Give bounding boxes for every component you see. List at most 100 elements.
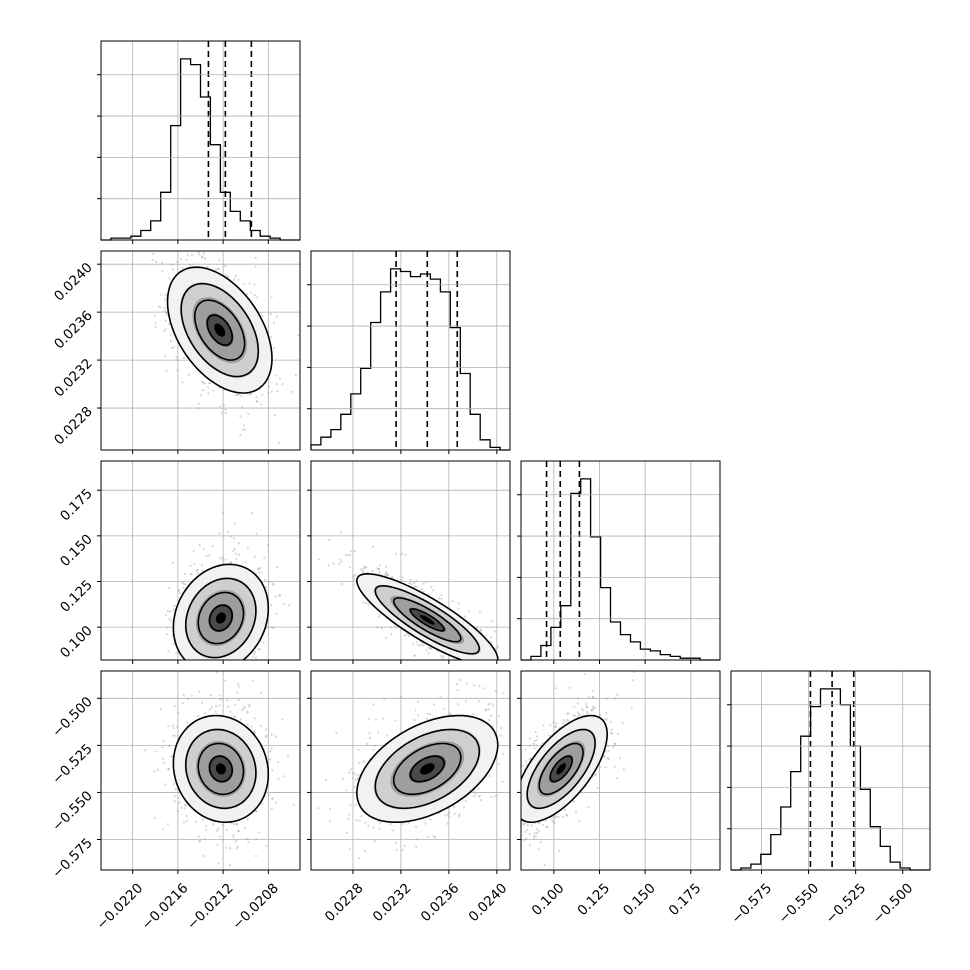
sample-point [203, 838, 206, 841]
sample-point [544, 819, 547, 822]
sample-point [273, 414, 276, 417]
sample-point [185, 672, 187, 674]
sample-point [328, 820, 331, 823]
sample-point [415, 838, 418, 841]
sample-point [420, 588, 423, 591]
sample-point [340, 560, 343, 563]
sample-point [166, 626, 169, 629]
sample-point [465, 682, 468, 685]
sample-point [252, 655, 255, 659]
sample-point [253, 717, 256, 720]
sample-point [246, 675, 248, 677]
sample-point [427, 646, 430, 649]
sample-point [212, 823, 215, 826]
sample-point [248, 282, 251, 285]
sample-point [292, 803, 295, 806]
sample-point [476, 627, 479, 630]
sample-point [171, 755, 174, 759]
sample-point [255, 296, 258, 299]
sample-point [502, 692, 505, 695]
sample-point [238, 393, 241, 396]
sample-point [224, 679, 227, 682]
contour-line-4 [208, 604, 234, 632]
sample-point [158, 677, 160, 679]
sample-point [200, 256, 203, 259]
sample-point [164, 298, 167, 301]
sample-point [234, 552, 237, 555]
sample-point [179, 225, 181, 227]
sample-point [172, 782, 175, 786]
sample-point [358, 819, 361, 822]
sample-point [219, 698, 222, 701]
sample-point [413, 654, 416, 657]
sample-point [190, 573, 193, 576]
sample-point [478, 685, 481, 688]
sample-point [159, 293, 162, 296]
sample-point [270, 747, 273, 750]
sample-point [195, 666, 197, 668]
sample-point [477, 667, 479, 669]
sample-point [429, 818, 432, 821]
sample-point [515, 805, 517, 807]
sample-point [246, 818, 249, 821]
sample-point [201, 255, 204, 258]
sample-point [181, 381, 184, 384]
sample-point [523, 688, 525, 690]
sample-point [143, 749, 146, 752]
sample-point [275, 612, 278, 615]
sample-point [367, 603, 370, 606]
sample-point [257, 831, 260, 834]
sample-point [494, 665, 496, 667]
sample-point [362, 760, 366, 763]
sample-point [200, 667, 202, 669]
sample-point [593, 706, 596, 710]
sample-point [378, 568, 381, 571]
sample-point [269, 312, 273, 316]
sample-point [229, 710, 232, 714]
sample-point [467, 675, 469, 677]
sample-point [291, 390, 294, 393]
sample-point [198, 544, 201, 547]
sample-point [377, 731, 380, 734]
sample-point [183, 807, 186, 810]
sample-point [415, 585, 418, 588]
sample-point [171, 561, 175, 564]
sample-point [494, 647, 497, 650]
sample-point [184, 804, 187, 807]
sample-point [362, 601, 365, 604]
sample-point [154, 246, 156, 248]
sample-point [218, 694, 221, 697]
sample-point [204, 824, 207, 827]
sample-point [436, 665, 438, 667]
sample-point [254, 656, 258, 659]
sample-point [576, 702, 579, 705]
sample-point [416, 714, 420, 717]
sample-point [401, 576, 404, 579]
sample-point [487, 703, 490, 706]
sample-point [530, 824, 533, 827]
sample-point [414, 585, 417, 588]
sample-point [479, 629, 482, 632]
sample-point [484, 668, 486, 670]
sample-point [351, 777, 354, 780]
sample-point [413, 581, 416, 585]
sample-point [537, 848, 540, 851]
sample-point [267, 385, 270, 388]
sample-point [172, 609, 175, 612]
sample-point [163, 307, 166, 310]
sample-point [144, 247, 146, 249]
sample-point [282, 775, 285, 778]
sample-point [232, 549, 235, 553]
sample-point [378, 822, 382, 825]
contour-line-1 [355, 714, 499, 823]
sample-point [457, 703, 460, 706]
sample-point [502, 752, 505, 756]
sample-point [443, 707, 446, 710]
sample-point [230, 666, 232, 668]
sample-point [244, 561, 247, 564]
sample-point [196, 666, 198, 668]
sample-point [427, 651, 430, 655]
sample-point [349, 566, 352, 569]
sample-point [170, 346, 173, 350]
sample-point [264, 735, 267, 739]
